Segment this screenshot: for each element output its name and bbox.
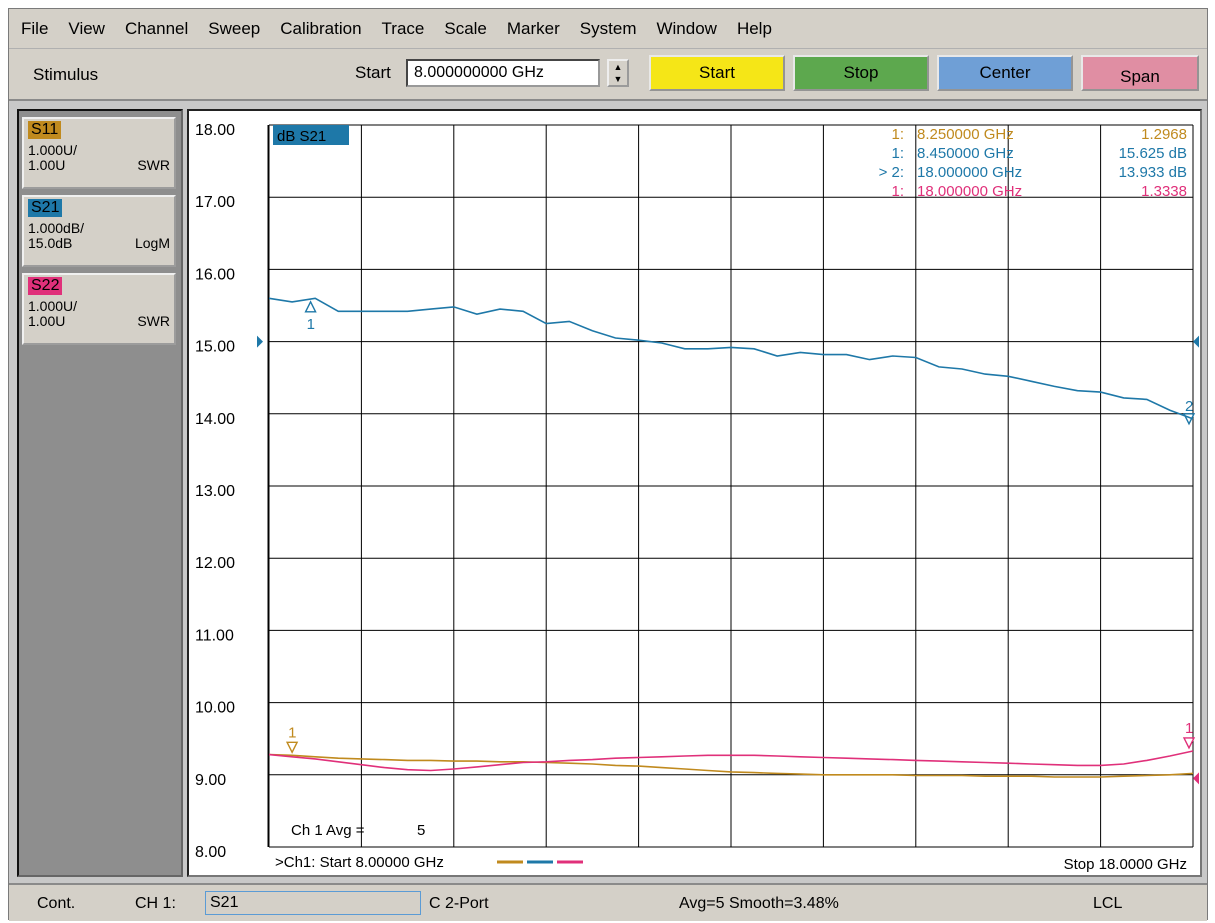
marker-readout-frequency: 8.250000 GHz (917, 126, 1014, 143)
marker-1-s21-icon (304, 300, 317, 313)
menu-view[interactable]: View (68, 18, 105, 38)
marker-readout-value: 15.625 dB (1119, 145, 1187, 162)
trace-s11 (268, 753, 1194, 778)
stimulus-label: Stimulus (33, 65, 99, 84)
menu-bar: File View Channel Sweep Calibration Trac… (9, 9, 1207, 49)
marker-readout-number: 1: (891, 126, 904, 143)
y-tick-label: 16.00 (195, 266, 235, 283)
y-tick-label: 11.00 (195, 627, 234, 644)
center-button[interactable]: Center (937, 55, 1073, 91)
marker-readout-frequency: 8.450000 GHz (917, 145, 1014, 162)
spin-down-icon[interactable]: ▼ (613, 74, 623, 84)
y-tick-label: 13.00 (195, 483, 235, 500)
menu-window[interactable]: Window (656, 18, 717, 38)
trace-ref: 1.00U (28, 157, 66, 173)
trace-panel: S11 1.000U/ 1.00U SWR S21 1.000dB/ 15.0d… (17, 109, 183, 877)
y-tick-label: 12.00 (195, 555, 235, 572)
span-button[interactable]: Span (1081, 55, 1199, 91)
active-trace-field[interactable]: S21 (205, 891, 421, 915)
marker-readout-frequency: 18.000000 GHz (917, 183, 1022, 200)
menu-system[interactable]: System (579, 18, 637, 38)
marker-readout-number: 1: (891, 145, 904, 162)
trace-name: S21 (28, 199, 63, 217)
marker-2-s21-icon (1182, 413, 1196, 426)
marker-1-s11-icon (285, 741, 299, 754)
start-field-label: Start (355, 63, 391, 82)
trace-s22 (268, 750, 1194, 772)
y-tick-label: 17.00 (195, 194, 235, 211)
sweep-mode: Cont. (37, 895, 76, 912)
y-tick-label: 10.00 (195, 700, 235, 717)
marker-readout-number: > 2: (879, 164, 904, 181)
y-tick-label: 18.00 (195, 122, 235, 139)
stop-footer: Stop 18.0000 GHz (1064, 856, 1187, 873)
start-frequency-input[interactable]: 8.000000000 GHz (406, 59, 600, 87)
start-button[interactable]: Start (649, 55, 785, 91)
avg-value: 5 (417, 822, 425, 839)
menu-scale[interactable]: Scale (444, 18, 487, 38)
marker-1-s22-tag: 1 (1185, 720, 1193, 737)
trace-scale: 1.000U/ (28, 142, 78, 158)
menu-help[interactable]: Help (736, 18, 772, 38)
trace-s21 (268, 297, 1194, 420)
marker-2-s21-tag: 2 (1185, 398, 1193, 415)
y-tick-label: 15.00 (195, 339, 235, 356)
stop-button[interactable]: Stop (793, 55, 929, 91)
menu-trace[interactable]: Trace (381, 18, 425, 38)
remote-status: LCL (1093, 895, 1123, 912)
marker-readout-frequency: 18.000000 GHz (917, 164, 1022, 181)
trace-format: LogM (134, 235, 170, 251)
trace-box-s21[interactable]: S21 1.000dB/ 15.0dB LogM (22, 195, 176, 267)
trace-name: S11 (28, 121, 62, 139)
trace-ref: 15.0dB (28, 235, 73, 251)
trace-name: S22 (28, 277, 63, 295)
trace-box-s22[interactable]: S22 1.000U/ 1.00U SWR (22, 273, 176, 345)
marker-readout-number: 1: (891, 183, 904, 200)
active-trace-label: dB S21 (277, 128, 326, 145)
spin-up-icon[interactable]: ▲ (613, 62, 623, 72)
avg-label: Ch 1 Avg = (291, 822, 365, 839)
vna-window: File View Channel Sweep Calibration Trac… (8, 8, 1208, 921)
active-trace-label-bg (273, 125, 349, 145)
plot-svg: 18.0017.0016.0015.0014.0013.0012.0011.00… (195, 122, 1199, 873)
marker-readout-value: 13.933 dB (1119, 164, 1187, 181)
marker-1-s11-tag: 1 (288, 724, 296, 741)
menu-marker[interactable]: Marker (506, 18, 560, 38)
marker-1-s21-tag: 1 (307, 316, 315, 333)
trace-ref: 1.00U (28, 313, 66, 329)
reference-right-s22-icon (1193, 772, 1199, 785)
trace-scale: 1.000dB/ (28, 220, 85, 236)
measurement-plot[interactable]: 18.00 17.00 16.00 15.00 14.00 13.00 12.00 11.00… (187, 109, 1202, 877)
start-footer: >Ch1: Start 8.00000 GHz (275, 854, 444, 871)
trace-format: SWR (137, 157, 170, 173)
reference-left-icon (257, 335, 263, 348)
marker-readout-value: 1.2968 (1141, 126, 1187, 143)
avg-smooth-status: Avg=5 Smooth=3.48% (679, 895, 839, 912)
menu-calibration[interactable]: Calibration (280, 18, 362, 38)
reference-right-icon (1193, 335, 1199, 348)
y-tick-label: 8.00 (195, 844, 226, 861)
marker-readout-value: 1.3338 (1141, 183, 1187, 200)
calibration-status: C 2-Port (429, 895, 489, 912)
marker-1-s22-icon (1182, 737, 1196, 750)
y-tick-label: 9.00 (195, 772, 226, 789)
stimulus-toolbar: Stimulus Start 8.000000000 GHz ▲ ▼ Start… (9, 49, 1207, 101)
channel-label: CH 1: (135, 895, 176, 912)
menu-file[interactable]: File (21, 18, 49, 38)
status-bar: Cont. CH 1: S21 C 2-Port Avg=5 Smooth=3.… (9, 883, 1207, 921)
y-tick-label: 14.00 (195, 411, 235, 428)
trace-scale: 1.000U/ (28, 298, 78, 314)
menu-channel[interactable]: Channel (124, 18, 189, 38)
start-frequency-spinner[interactable]: ▲ ▼ (607, 59, 629, 87)
menu-sweep[interactable]: Sweep (208, 18, 261, 38)
trace-format: SWR (137, 313, 170, 329)
trace-box-s11[interactable]: S11 1.000U/ 1.00U SWR (22, 117, 176, 189)
